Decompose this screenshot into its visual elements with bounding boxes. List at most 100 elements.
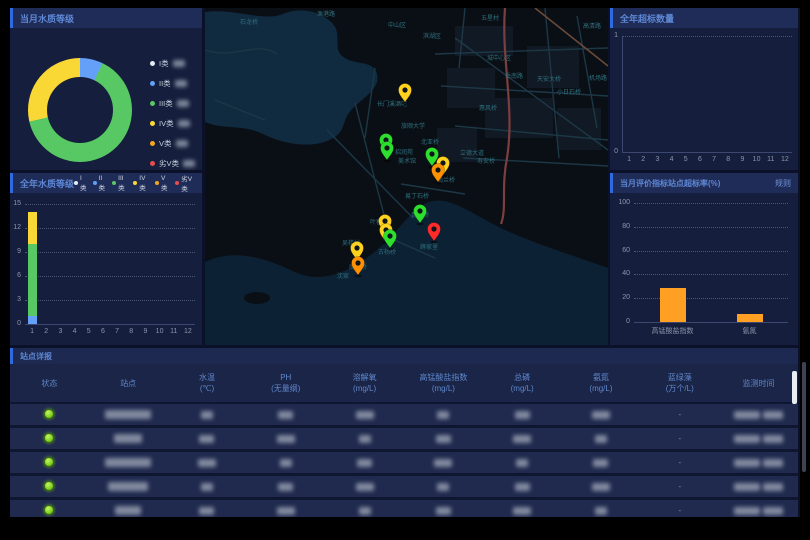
map-place-label: 立德大道 bbox=[460, 149, 484, 157]
monthly-rate-chart: 0 20 40 60 80 100 高锰酸盐指数 氨氮 bbox=[610, 193, 798, 345]
redacted-value bbox=[763, 482, 784, 491]
legend-dot bbox=[155, 181, 160, 185]
table-scrollbar-thumb[interactable] bbox=[792, 371, 797, 404]
status-cell bbox=[10, 408, 89, 421]
station-pin[interactable] bbox=[427, 222, 441, 244]
redacted-value bbox=[594, 506, 607, 515]
table-row[interactable]: - bbox=[10, 452, 798, 473]
table-title-bar: 站点详报 bbox=[10, 348, 798, 364]
x-tick-label: 2 bbox=[641, 156, 646, 163]
table-row[interactable]: - bbox=[10, 428, 798, 449]
column-header: 站点 bbox=[89, 364, 168, 402]
table-title: 站点详报 bbox=[20, 351, 52, 361]
redacted-value bbox=[174, 80, 187, 87]
table-row[interactable]: - bbox=[10, 476, 798, 497]
value-cell bbox=[246, 434, 325, 443]
redacted-value bbox=[115, 506, 142, 516]
status-dot bbox=[44, 480, 55, 491]
value-cell bbox=[483, 482, 562, 491]
legend-item[interactable]: III类 bbox=[112, 175, 127, 192]
rules-link[interactable]: 规则 bbox=[775, 178, 791, 188]
page-scrollbar-thumb[interactable] bbox=[802, 362, 806, 472]
y-tick-label: 80 bbox=[622, 222, 630, 230]
map-place-label: 古杨桥 bbox=[378, 248, 396, 256]
status-dot bbox=[44, 456, 55, 467]
redacted-value bbox=[105, 410, 152, 420]
value-cell bbox=[404, 506, 483, 515]
legend-item[interactable]: IV类 bbox=[150, 118, 195, 129]
value-cell bbox=[246, 506, 325, 515]
legend-label: I类 bbox=[80, 174, 87, 192]
redacted-value bbox=[276, 506, 295, 515]
column-header: 监测时间 bbox=[719, 364, 798, 402]
station-pin[interactable] bbox=[413, 204, 427, 226]
map-place-label: 惠风桥 bbox=[479, 104, 497, 112]
map-sea-water bbox=[205, 200, 608, 345]
redacted-value bbox=[355, 410, 374, 419]
station-pin[interactable] bbox=[383, 229, 397, 251]
panel-annual-exceedance: 全年超标数量 0 1 1 2 3 4 5 6 7 8 9 10 11 12 bbox=[610, 8, 798, 170]
column-header: 蓝绿藻 (万个/L) bbox=[640, 364, 719, 402]
column-label: 蓝绿藻 bbox=[667, 373, 692, 382]
column-header: 总磷 (mg/L) bbox=[483, 364, 562, 402]
legend-item[interactable]: IV类 bbox=[133, 175, 149, 192]
legend-label: V类 bbox=[159, 139, 172, 148]
value-cell bbox=[246, 458, 325, 467]
station-pin[interactable] bbox=[351, 256, 365, 278]
redacted-value bbox=[594, 434, 607, 443]
status-cell bbox=[10, 456, 89, 469]
value-cell bbox=[325, 434, 404, 443]
legend-label: II类 bbox=[159, 79, 171, 88]
legend-dot bbox=[150, 81, 155, 86]
redacted-value bbox=[513, 506, 532, 515]
x-tick-label: 2 bbox=[44, 328, 49, 335]
map-place-label: 中山区 bbox=[388, 21, 406, 29]
station-pin[interactable] bbox=[431, 163, 445, 185]
value-cell bbox=[562, 458, 641, 467]
column-header: 溶解氧 (mg/L) bbox=[325, 364, 404, 402]
gridline bbox=[634, 226, 788, 228]
value-cell bbox=[483, 458, 562, 467]
x-tick-label: 3 bbox=[655, 156, 660, 163]
column-label: 总磷 bbox=[514, 373, 531, 382]
stacked-bar-segment bbox=[27, 244, 37, 316]
x-tick-label: 7 bbox=[712, 156, 717, 163]
x-tick-label: 12 bbox=[184, 328, 192, 335]
station-pin[interactable] bbox=[398, 83, 412, 105]
rate-bar bbox=[659, 287, 686, 322]
station-cell bbox=[89, 410, 168, 420]
panel-title-bar: 全年水质等级 I类 II类 III类 IV类 V类 劣V类 bbox=[10, 173, 202, 193]
gridline bbox=[25, 300, 195, 301]
station-cell bbox=[89, 434, 168, 444]
map-highway-2 bbox=[534, 8, 608, 67]
column-label: 监测时间 bbox=[742, 378, 775, 388]
time-cell bbox=[719, 410, 798, 419]
legend-item[interactable]: V类 bbox=[150, 138, 195, 149]
table-rows: - - - - - bbox=[10, 404, 798, 517]
y-tick-label: 12 bbox=[13, 224, 21, 231]
legend-item[interactable]: III类 bbox=[150, 98, 195, 109]
legend-item[interactable]: II类 bbox=[150, 78, 195, 89]
station-cell bbox=[89, 482, 168, 492]
redacted-value bbox=[199, 506, 215, 515]
legend-item[interactable]: II类 bbox=[92, 175, 107, 192]
station-pin[interactable] bbox=[425, 147, 439, 169]
redacted-value bbox=[177, 120, 190, 127]
gridline bbox=[25, 204, 195, 205]
table-row[interactable]: - bbox=[10, 500, 798, 517]
y-tick-label: 60 bbox=[622, 246, 630, 254]
station-pin[interactable] bbox=[380, 141, 394, 163]
legend-item[interactable]: 劣V类 bbox=[150, 158, 196, 169]
legend-dot bbox=[150, 101, 155, 106]
legend-item[interactable]: I类 bbox=[150, 58, 195, 69]
time-cell bbox=[719, 506, 798, 515]
legend-item[interactable]: I类 bbox=[74, 175, 87, 192]
map-place-label: 旅顺大学 bbox=[401, 122, 425, 130]
value-cell bbox=[168, 482, 247, 491]
table-row[interactable]: - bbox=[10, 404, 798, 425]
map-place-label: 美术馆 bbox=[398, 157, 416, 165]
x-tick-label: 6 bbox=[100, 328, 105, 335]
legend-item[interactable]: 劣V类 bbox=[175, 173, 195, 193]
legend-item[interactable]: V类 bbox=[155, 175, 169, 192]
